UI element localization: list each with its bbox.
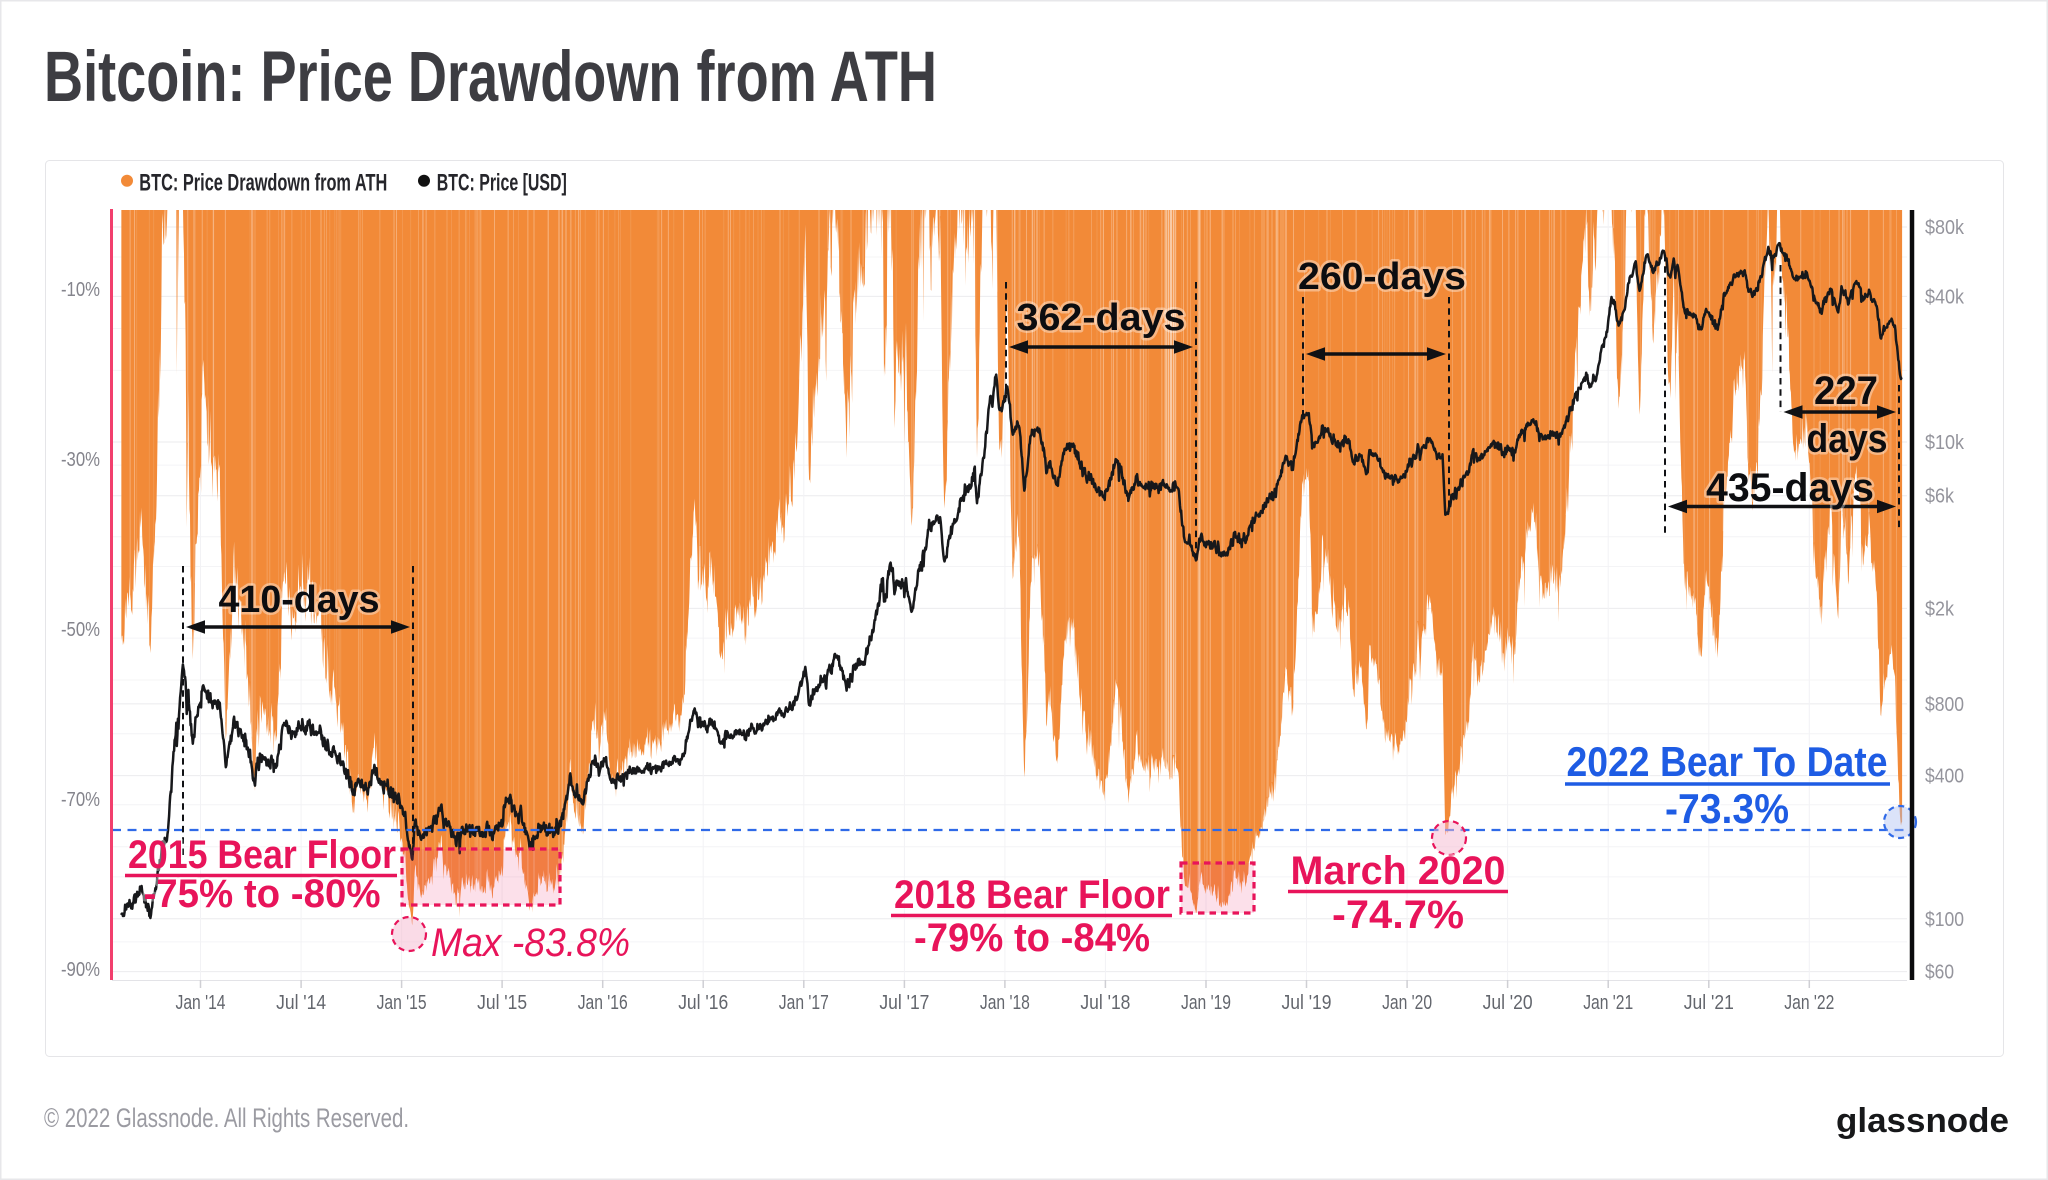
svg-text:© 2022 Glassnode. All Rights R: © 2022 Glassnode. All Rights Reserved. — [44, 1103, 409, 1133]
svg-text:410-days: 410-days — [219, 579, 380, 621]
svg-text:March 2020: March 2020 — [1291, 849, 1506, 893]
svg-text:Jul '15: Jul '15 — [477, 992, 527, 1014]
svg-text:-10%: -10% — [61, 279, 100, 301]
svg-text:Jul '16: Jul '16 — [678, 992, 728, 1014]
svg-text:Max -83.8%: Max -83.8% — [431, 921, 630, 965]
svg-text:Jul '17: Jul '17 — [879, 992, 929, 1014]
svg-text:362-days: 362-days — [1017, 297, 1186, 339]
svg-text:Jan '18: Jan '18 — [980, 992, 1030, 1014]
svg-text:260-days: 260-days — [1298, 256, 1466, 298]
svg-text:2022 Bear To Date: 2022 Bear To Date — [1567, 738, 1888, 785]
svg-text:-70%: -70% — [61, 789, 100, 811]
svg-text:Jul '14: Jul '14 — [276, 992, 326, 1014]
svg-text:$400: $400 — [1925, 766, 1964, 788]
svg-text:-30%: -30% — [61, 449, 100, 471]
svg-text:$60: $60 — [1925, 962, 1954, 984]
svg-text:Jul '21: Jul '21 — [1684, 992, 1734, 1014]
svg-text:-73.3%: -73.3% — [1665, 785, 1789, 832]
svg-text:-74.7%: -74.7% — [1332, 893, 1464, 937]
svg-text:glassnode: glassnode — [1836, 1102, 2009, 1140]
svg-text:435-days: 435-days — [1706, 466, 1874, 510]
svg-text:$80k: $80k — [1925, 217, 1965, 239]
svg-text:$2k: $2k — [1925, 598, 1955, 620]
svg-text:Bitcoin: Price Drawdown from A: Bitcoin: Price Drawdown from ATH — [44, 38, 937, 117]
svg-text:Jan '19: Jan '19 — [1181, 992, 1231, 1014]
svg-text:-79% to -84%: -79% to -84% — [914, 916, 1150, 960]
svg-text:Jul '20: Jul '20 — [1483, 992, 1533, 1014]
svg-text:$40k: $40k — [1925, 286, 1965, 308]
svg-text:2015 Bear Floor: 2015 Bear Floor — [128, 833, 396, 877]
svg-text:-75% to -80%: -75% to -80% — [144, 872, 381, 916]
svg-text:Jan '20: Jan '20 — [1382, 992, 1432, 1014]
svg-text:Jan '16: Jan '16 — [578, 992, 628, 1014]
svg-text:227: 227 — [1814, 369, 1878, 413]
svg-text:-90%: -90% — [61, 959, 100, 981]
svg-text:days: days — [1807, 417, 1888, 461]
svg-text:2018 Bear Floor: 2018 Bear Floor — [894, 873, 1170, 917]
svg-text:BTC: Price [USD]: BTC: Price [USD] — [437, 170, 567, 197]
svg-text:$6k: $6k — [1925, 486, 1955, 508]
svg-text:$10k: $10k — [1925, 432, 1965, 454]
svg-text:Jan '22: Jan '22 — [1784, 992, 1834, 1014]
svg-text:Jan '15: Jan '15 — [377, 992, 427, 1014]
svg-text:$800: $800 — [1925, 694, 1964, 716]
svg-text:$100: $100 — [1925, 909, 1964, 931]
svg-text:BTC: Price Drawdown from ATH: BTC: Price Drawdown from ATH — [139, 170, 387, 197]
svg-text:Jan '17: Jan '17 — [779, 992, 829, 1014]
svg-text:Jul '18: Jul '18 — [1080, 992, 1130, 1014]
svg-text:Jan '14: Jan '14 — [176, 992, 226, 1014]
svg-text:-50%: -50% — [61, 619, 100, 641]
svg-text:Jul '19: Jul '19 — [1282, 992, 1332, 1014]
svg-text:Jan '21: Jan '21 — [1583, 992, 1633, 1014]
